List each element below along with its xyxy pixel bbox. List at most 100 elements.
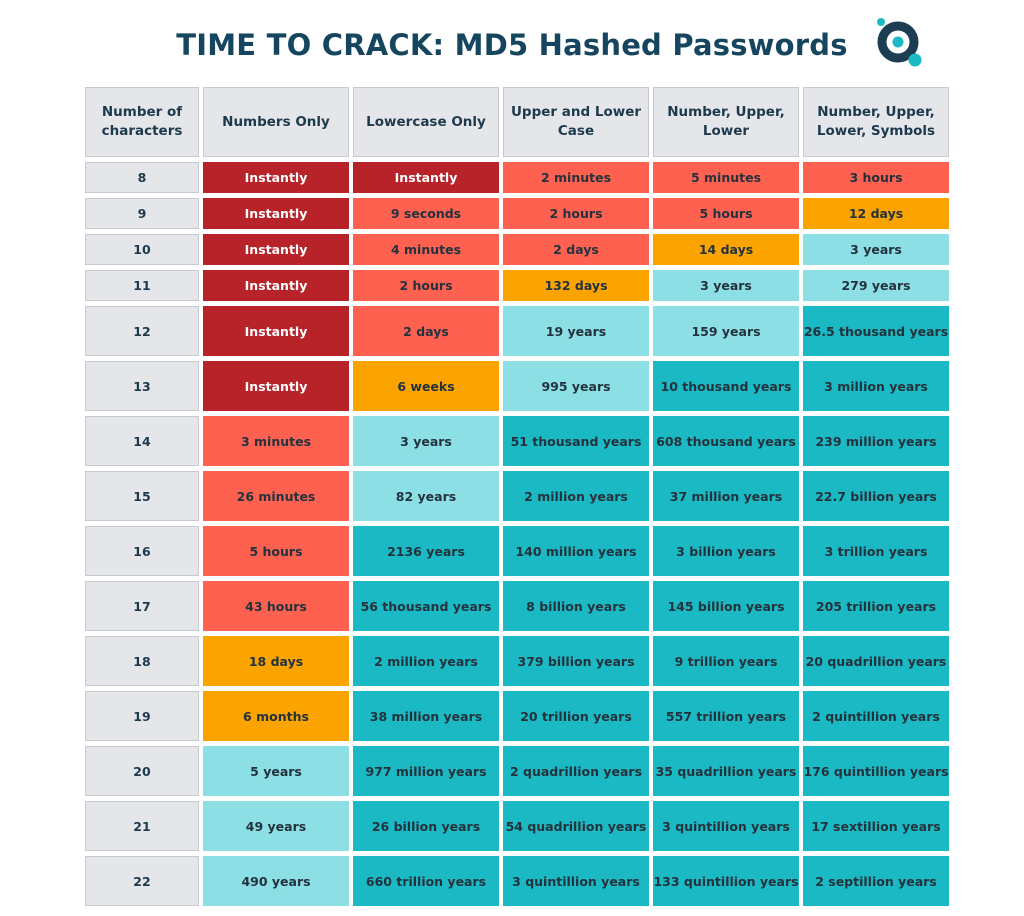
table-cell: 2 minutes (503, 162, 649, 193)
table-cell: 12 days (803, 198, 949, 229)
table-cell: 8 billion years (503, 581, 649, 631)
row-header: 11 (85, 270, 199, 301)
table-cell: 205 trillion years (803, 581, 949, 631)
table-cell: 9 seconds (353, 198, 499, 229)
table-cell: 977 million years (353, 746, 499, 796)
table-cell: 159 years (653, 306, 799, 356)
row-header: 15 (85, 471, 199, 521)
table-cell: 2 million years (353, 636, 499, 686)
table-cell: 26 billion years (353, 801, 499, 851)
page-title: TIME TO CRACK: MD5 Hashed Passwords (176, 28, 848, 62)
row-header: 9 (85, 198, 199, 229)
table-cell: 26 minutes (203, 471, 349, 521)
table-cell: 6 months (203, 691, 349, 741)
table-cell: 3 million years (803, 361, 949, 411)
table-cell: Instantly (203, 361, 349, 411)
table-cell: 2 days (353, 306, 499, 356)
table-cell: 995 years (503, 361, 649, 411)
table-cell: Instantly (203, 198, 349, 229)
table-cell: Instantly (203, 306, 349, 356)
table-cell: 2 septillion years (803, 856, 949, 906)
table-cell: 22.7 billion years (803, 471, 949, 521)
table-cell: 140 million years (503, 526, 649, 576)
table-cell: Instantly (203, 162, 349, 193)
table-cell: 608 thousand years (653, 416, 799, 466)
table-cell: 82 years (353, 471, 499, 521)
table-cell: 9 trillion years (653, 636, 799, 686)
table-cell: Instantly (203, 234, 349, 265)
table-cell: 2 hours (503, 198, 649, 229)
table-cell: 20 trillion years (503, 691, 649, 741)
row-header: 10 (85, 234, 199, 265)
table-cell: 2 quadrillion years (503, 746, 649, 796)
table-cell: 176 quintillion years (803, 746, 949, 796)
row-header: 20 (85, 746, 199, 796)
table-cell: 43 hours (203, 581, 349, 631)
table-cell: 38 million years (353, 691, 499, 741)
table-cell: 3 years (803, 234, 949, 265)
row-header: 14 (85, 416, 199, 466)
row-header: 8 (85, 162, 199, 193)
table-cell: 5 hours (653, 198, 799, 229)
table-cell: 26.5 thousand years (803, 306, 949, 356)
row-header: 13 (85, 361, 199, 411)
table-cell: 5 minutes (653, 162, 799, 193)
crack-time-table: Number of characters Numbers Only Lowercas… (85, 87, 949, 906)
table-cell: 3 billion years (653, 526, 799, 576)
table-cell: Instantly (353, 162, 499, 193)
row-header: 18 (85, 636, 199, 686)
table-cell: 2 days (503, 234, 649, 265)
row-header: 19 (85, 691, 199, 741)
table-cell: 2136 years (353, 526, 499, 576)
table-cell: 5 years (203, 746, 349, 796)
table-cell: 2 hours (353, 270, 499, 301)
table-cell: 3 quintillion years (503, 856, 649, 906)
table-cell: 37 million years (653, 471, 799, 521)
table-cell: 14 days (653, 234, 799, 265)
table-cell: 3 hours (803, 162, 949, 193)
table-cell: 239 million years (803, 416, 949, 466)
table-cell: 4 minutes (353, 234, 499, 265)
column-header: Upper and Lower Case (503, 87, 649, 157)
table-cell: 2 million years (503, 471, 649, 521)
table-cell: 379 billion years (503, 636, 649, 686)
table-cell: 3 quintillion years (653, 801, 799, 851)
table-cell: 51 thousand years (503, 416, 649, 466)
column-header: Numbers Only (203, 87, 349, 157)
column-header: Lowercase Only (353, 87, 499, 157)
table-cell: 557 trillion years (653, 691, 799, 741)
row-header: 22 (85, 856, 199, 906)
table-cell: 145 billion years (653, 581, 799, 631)
column-header: Number, Upper, Lower (653, 87, 799, 157)
table-cell: 2 quintillion years (803, 691, 949, 741)
column-header: Number of characters (85, 87, 199, 157)
circular-logo-icon (877, 18, 922, 67)
table-cell: 10 thousand years (653, 361, 799, 411)
table-cell: 56 thousand years (353, 581, 499, 631)
table-cell: 490 years (203, 856, 349, 906)
table-cell: 19 years (503, 306, 649, 356)
table-cell: 3 years (653, 270, 799, 301)
table-cell: 279 years (803, 270, 949, 301)
table-cell: 132 days (503, 270, 649, 301)
table-cell: 20 quadrillion years (803, 636, 949, 686)
table-cell: 5 hours (203, 526, 349, 576)
table-cell: 18 days (203, 636, 349, 686)
table-cell: 6 weeks (353, 361, 499, 411)
table-cell: 3 trillion years (803, 526, 949, 576)
table-cell: 17 sextillion years (803, 801, 949, 851)
table-cell: 49 years (203, 801, 349, 851)
row-header: 21 (85, 801, 199, 851)
table-cell: Instantly (203, 270, 349, 301)
table-cell: 3 minutes (203, 416, 349, 466)
table-cell: 3 years (353, 416, 499, 466)
table-cell: 54 quadrillion years (503, 801, 649, 851)
table-cell: 133 quintillion years (653, 856, 799, 906)
table-cell: 35 quadrillion years (653, 746, 799, 796)
row-header: 16 (85, 526, 199, 576)
table-cell: 660 trillion years (353, 856, 499, 906)
row-header: 17 (85, 581, 199, 631)
column-header: Number, Upper, Lower, Symbols (803, 87, 949, 157)
row-header: 12 (85, 306, 199, 356)
